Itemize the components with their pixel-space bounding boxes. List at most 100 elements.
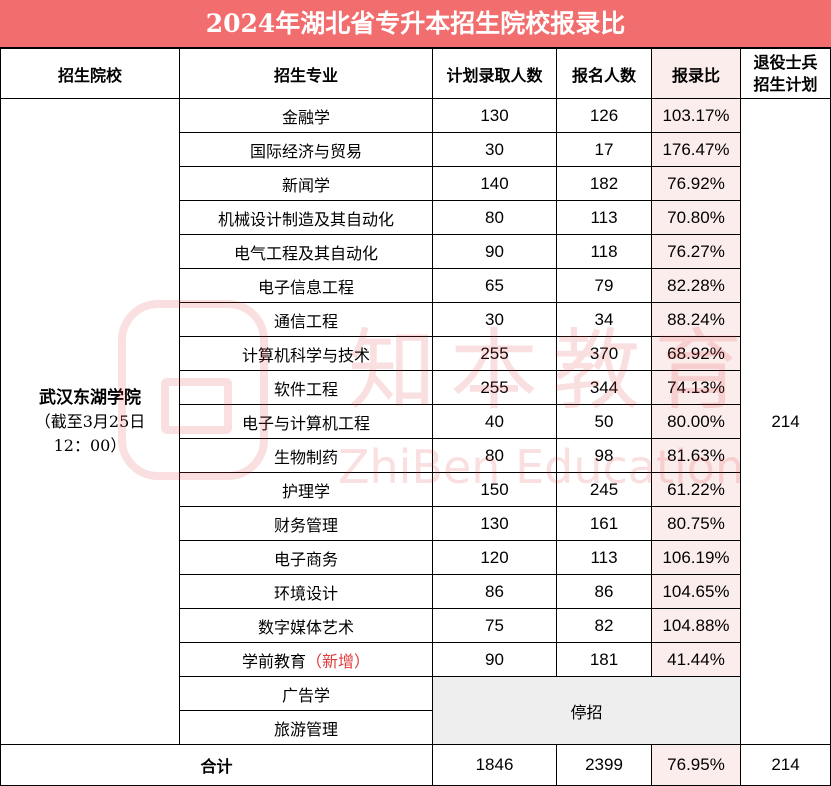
ratio-cell: 80.75%	[651, 506, 741, 541]
plan-cell: 80	[432, 438, 557, 473]
ratio-cell: 41.44%	[651, 642, 741, 677]
major-cell: 电子商务	[179, 540, 433, 575]
applicants-cell: 34	[556, 302, 652, 337]
major-cell: 生物制药	[179, 438, 433, 473]
school-note-line2: 12：00）	[53, 435, 127, 455]
plan-cell: 150	[432, 472, 557, 507]
major-cell: 环境设计	[179, 574, 433, 609]
major-name: 机械设计制造及其自动化	[217, 209, 394, 229]
ratio-cell: 88.24%	[651, 302, 741, 337]
plan-cell: 40	[432, 404, 557, 439]
major-cell: 电子信息工程	[179, 268, 433, 303]
table-row: 新闻学 140 182 76.92%	[1, 166, 831, 201]
header-row: 招生院校 招生专业 计划录取人数 报名人数 报录比 退役士兵 招生计划	[0, 48, 831, 99]
major-cell: 国际经济与贸易	[179, 132, 433, 167]
major-name: 环境设计	[273, 583, 338, 603]
plan-cell: 120	[432, 540, 557, 575]
header-applicants: 报名人数	[556, 48, 652, 99]
table-row: 电子商务 120 113 106.19%	[1, 540, 831, 575]
header-ratio: 报录比	[651, 48, 741, 99]
total-label: 合计	[0, 744, 433, 786]
plan-cell: 30	[432, 302, 557, 337]
header-major: 招生专业	[179, 48, 433, 99]
header-school: 招生院校	[0, 48, 180, 99]
table-row-stopped: 广告学 停招	[1, 676, 831, 745]
major-cell: 护理学	[179, 472, 433, 507]
header-veteran-line2: 招生计划	[753, 74, 818, 94]
major-cell: 通信工程	[179, 302, 433, 337]
plan-cell: 75	[432, 608, 557, 643]
header-plan: 计划录取人数	[432, 48, 557, 99]
major-cell: 新闻学	[179, 166, 433, 201]
admission-ratio-table: 招生院校 招生专业 计划录取人数 报名人数 报录比 退役士兵 招生计划 武汉东湖学…	[0, 48, 831, 786]
major-name: 数字媒体艺术	[257, 617, 354, 637]
school-name: 武汉东湖学院	[39, 387, 141, 408]
applicants-cell: 126	[556, 98, 652, 133]
plan-cell: 65	[432, 268, 557, 303]
major-name: 国际经济与贸易	[249, 141, 362, 161]
table-row: 学前教育（新增） 90 181 41.44%	[1, 642, 831, 677]
plan-cell: 90	[432, 234, 557, 269]
applicants-cell: 118	[556, 234, 652, 269]
applicants-cell: 17	[556, 132, 652, 167]
ratio-cell: 176.47%	[651, 132, 741, 167]
major-cell: 软件工程	[179, 370, 433, 405]
applicants-cell: 86	[556, 574, 652, 609]
header-veteran: 退役士兵 招生计划	[740, 48, 831, 99]
header-veteran-line1: 退役士兵	[753, 52, 818, 72]
plan-cell: 130	[432, 506, 557, 541]
plan-cell: 86	[432, 574, 557, 609]
applicants-cell: 82	[556, 608, 652, 643]
applicants-cell: 182	[556, 166, 652, 201]
ratio-cell: 74.13%	[651, 370, 741, 405]
major-name: 软件工程	[273, 379, 338, 399]
major-name: 金融学	[281, 107, 330, 127]
table-row: 电子信息工程 65 79 82.28%	[1, 268, 831, 303]
total-applicants: 2399	[556, 744, 652, 786]
major-cell: 机械设计制造及其自动化	[179, 200, 433, 235]
total-plan: 1846	[432, 744, 557, 786]
ratio-cell: 104.88%	[651, 608, 741, 643]
plan-cell: 140	[432, 166, 557, 201]
new-major-tag: （新增）	[306, 651, 371, 671]
applicants-cell: 370	[556, 336, 652, 371]
plan-cell: 80	[432, 200, 557, 235]
plan-cell: 30	[432, 132, 557, 167]
table-row: 计算机科学与技术 255 370 68.92%	[1, 336, 831, 371]
plan-cell: 255	[432, 336, 557, 371]
veteran-plan-cell: 214	[740, 98, 831, 745]
major-cell: 旅游管理	[179, 710, 433, 745]
table-row: 电气工程及其自动化 90 118 76.27%	[1, 234, 831, 269]
ratio-cell: 61.22%	[651, 472, 741, 507]
total-ratio: 76.95%	[651, 744, 741, 786]
applicants-cell: 181	[556, 642, 652, 677]
major-name: 电气工程及其自动化	[233, 243, 378, 263]
ratio-cell: 104.65%	[651, 574, 741, 609]
major-name: 新闻学	[281, 175, 330, 195]
total-veteran: 214	[740, 744, 831, 786]
table-row: 环境设计 86 86 104.65%	[1, 574, 831, 609]
major-name: 护理学	[281, 481, 330, 501]
ratio-cell: 82.28%	[651, 268, 741, 303]
applicants-cell: 344	[556, 370, 652, 405]
ratio-cell: 70.80%	[651, 200, 741, 235]
stopped-enrollment-cell: 停招	[432, 676, 741, 745]
school-note-line1: （截至3月25日	[34, 411, 146, 431]
applicants-cell: 245	[556, 472, 652, 507]
ratio-cell: 81.63%	[651, 438, 741, 473]
table-row: 数字媒体艺术 75 82 104.88%	[1, 608, 831, 643]
major-name: 计算机科学与技术	[241, 345, 370, 365]
ratio-cell: 103.17%	[651, 98, 741, 133]
school-cell: 武汉东湖学院 （截至3月25日 12：00）	[0, 98, 180, 745]
major-cell: 金融学	[179, 98, 433, 133]
major-cell: 广告学	[179, 676, 433, 711]
table-row: 护理学 150 245 61.22%	[1, 472, 831, 507]
table-row: 武汉东湖学院 （截至3月25日 12：00） 金融学 130 126 103.17% 214	[0, 98, 831, 745]
major-name: 学前教育	[241, 651, 306, 671]
applicants-cell: 113	[556, 540, 652, 575]
total-row: 合计 1846 2399 76.95% 214	[0, 744, 831, 786]
applicants-cell: 50	[556, 404, 652, 439]
applicants-cell: 161	[556, 506, 652, 541]
applicants-cell: 79	[556, 268, 652, 303]
table-row: 生物制药 80 98 81.63%	[1, 438, 831, 473]
